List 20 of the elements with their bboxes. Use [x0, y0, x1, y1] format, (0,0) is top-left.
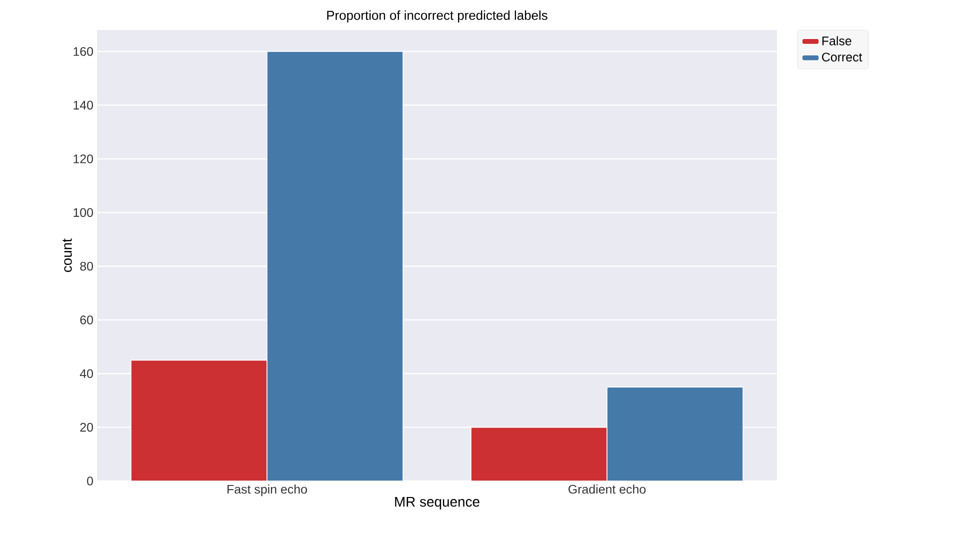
y-tick-label: 160	[74, 47, 93, 56]
bar	[470, 426, 608, 481]
y-tick-label: 0	[87, 476, 93, 486]
y-tick-label: 80	[80, 262, 93, 271]
x-tick-label: Fast spin echo	[228, 484, 307, 496]
legend-label: False	[822, 36, 852, 46]
bar	[130, 360, 268, 481]
x-axis-title: MR sequence	[395, 496, 480, 510]
y-tick-label: 60	[80, 316, 93, 324]
y-tick-label: 100	[74, 208, 93, 217]
y-axis-title: count	[62, 238, 72, 272]
legend-label: Correct	[822, 52, 862, 62]
chart-title: Proportion of incorrect predicted labels	[327, 10, 548, 22]
bar	[606, 386, 744, 481]
y-tick-label: 140	[74, 100, 93, 110]
x-tick-label: Gradient echo	[568, 484, 646, 494]
y-tick-label: 20	[80, 422, 93, 432]
bar	[266, 51, 404, 481]
y-tick-label: 120	[74, 154, 93, 164]
y-tick-label: 40	[80, 369, 93, 378]
